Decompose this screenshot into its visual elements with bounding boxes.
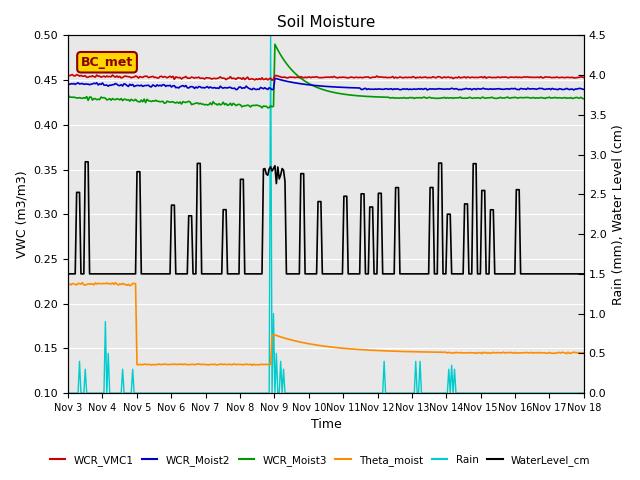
Y-axis label: VWC (m3/m3): VWC (m3/m3)	[15, 170, 28, 258]
Legend: WCR_VMC1, WCR_Moist2, WCR_Moist3, Theta_moist, Rain, WaterLevel_cm: WCR_VMC1, WCR_Moist2, WCR_Moist3, Theta_…	[45, 451, 595, 470]
Title: Soil Moisture: Soil Moisture	[276, 15, 375, 30]
X-axis label: Time: Time	[310, 419, 341, 432]
Text: BC_met: BC_met	[81, 56, 133, 69]
Y-axis label: Rain (mm), Water Level (cm): Rain (mm), Water Level (cm)	[612, 124, 625, 305]
